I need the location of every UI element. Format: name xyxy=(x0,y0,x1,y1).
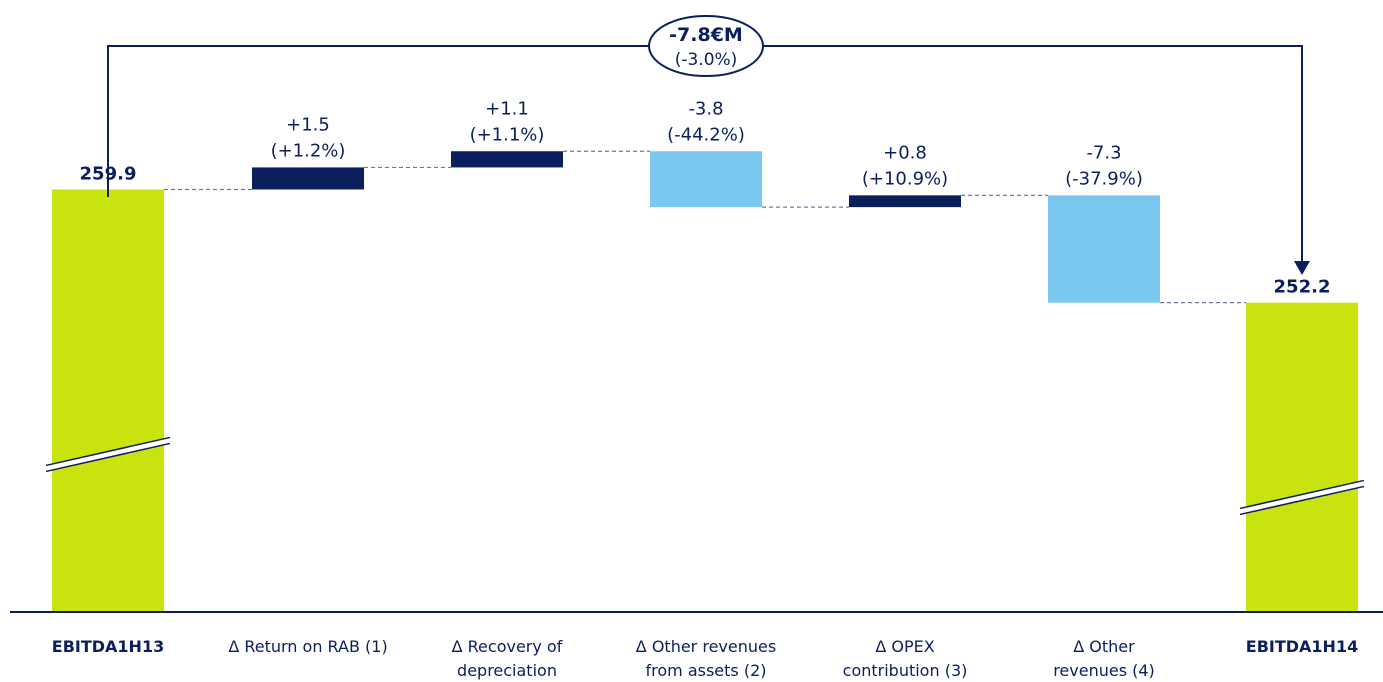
delta-bar xyxy=(451,151,563,168)
category-label: Δ Other revenues xyxy=(636,637,776,656)
category-label: depreciation xyxy=(457,661,557,680)
category-label: Δ Return on RAB (1) xyxy=(228,637,387,656)
axis-break-mark xyxy=(1239,479,1365,516)
category-label: Δ Other xyxy=(1073,637,1135,656)
axis-break-gap xyxy=(46,437,170,472)
category-label: from assets (2) xyxy=(646,661,767,680)
axis-break-gap xyxy=(1240,480,1364,515)
delta-value-label: +1.1 xyxy=(485,98,529,119)
change-percent: (-3.0%) xyxy=(675,50,738,70)
delta-percent-label: (+1.1%) xyxy=(470,124,545,145)
change-bubble xyxy=(648,15,764,77)
bars-layer xyxy=(45,151,1365,612)
bar-ebitda1h14 xyxy=(1246,302,1358,612)
delta-value-label: -3.8 xyxy=(688,98,723,119)
axis-break-line xyxy=(45,436,171,467)
category-label: Δ OPEX xyxy=(875,637,934,656)
category-label: contribution (3) xyxy=(843,661,968,680)
labels-layer: 259.9+1.5(+1.2%)+1.1(+1.1%)-3.8(-44.2%)+… xyxy=(80,98,1331,297)
delta-bar xyxy=(1048,195,1160,303)
delta-percent-label: (+1.2%) xyxy=(271,140,346,161)
delta-value-label: +0.8 xyxy=(883,142,927,163)
delta-bar xyxy=(650,151,762,208)
axis-break-line xyxy=(1239,479,1365,510)
delta-bar xyxy=(252,167,364,190)
axis-break-line xyxy=(45,442,171,473)
delta-value-label: +1.5 xyxy=(286,114,330,135)
delta-percent-label: (-44.2%) xyxy=(667,124,745,145)
delta-bar xyxy=(849,195,961,208)
bracket-arrowhead xyxy=(1294,261,1310,275)
delta-value-label: -7.3 xyxy=(1086,142,1121,163)
category-labels-layer: EBITDA1H13 Δ Return on RAB (1) Δ Recovery … xyxy=(52,637,1358,680)
category-label: Δ Recovery of xyxy=(452,637,563,656)
axis-break-line xyxy=(1239,485,1365,516)
category-label: EBITDA1H13 xyxy=(52,637,164,656)
bar-ebitda1h13 xyxy=(52,189,164,612)
delta-percent-label: (+10.9%) xyxy=(862,168,948,189)
delta-percent-label: (-37.9%) xyxy=(1065,168,1143,189)
total-value-label: 252.2 xyxy=(1274,277,1331,298)
axis-break-mark xyxy=(45,436,171,473)
category-label: EBITDA1H14 xyxy=(1246,637,1358,656)
connectors-layer xyxy=(164,150,1246,304)
change-value: -7.8€M xyxy=(669,24,743,46)
category-label: revenues (4) xyxy=(1053,661,1155,680)
